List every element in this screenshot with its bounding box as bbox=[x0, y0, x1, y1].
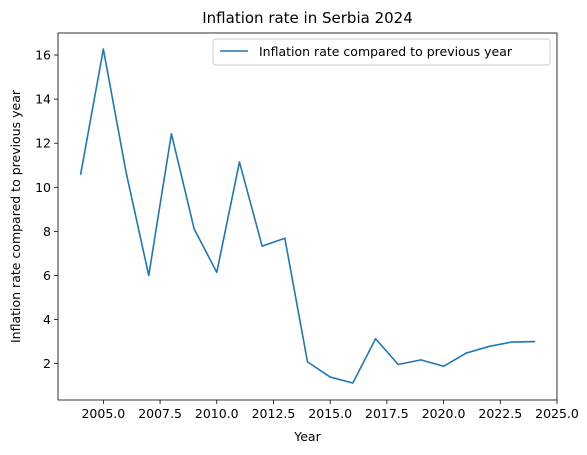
y-tick-label: 2 bbox=[43, 356, 51, 371]
y-tick-label: 12 bbox=[35, 136, 51, 151]
legend-label: Inflation rate compared to previous year bbox=[259, 44, 513, 59]
plot-area bbox=[57, 32, 558, 401]
legend: Inflation rate compared to previous year bbox=[212, 38, 551, 66]
y-tick-label: 4 bbox=[43, 312, 51, 327]
x-tick-label: 2007.5 bbox=[138, 406, 182, 421]
x-tick-label: 2015.0 bbox=[308, 406, 352, 421]
x-tick-label: 2012.5 bbox=[252, 406, 296, 421]
x-tick-label: 2022.5 bbox=[478, 406, 522, 421]
y-tick-label: 8 bbox=[43, 224, 51, 239]
x-tick-label: 2017.5 bbox=[365, 406, 409, 421]
y-tick-label: 14 bbox=[35, 92, 51, 107]
series-layer bbox=[79, 48, 536, 384]
y-axis-label: Inflation rate compared to previous year bbox=[8, 89, 23, 343]
y-tick-label: 10 bbox=[35, 180, 51, 195]
x-tick-label: 2025.0 bbox=[535, 406, 579, 421]
series-line bbox=[79, 48, 536, 384]
y-tick-label: 16 bbox=[35, 48, 51, 63]
y-tick-label: 6 bbox=[43, 268, 51, 283]
legend-box bbox=[212, 38, 551, 66]
y-axis: 2 4 6 8 10 12 14 16 bbox=[35, 48, 58, 371]
chart-title: Inflation rate in Serbia 2024 bbox=[202, 9, 413, 27]
x-axis: 2005.0 2007.5 2010.0 2012.5 2015.0 2017.5 2020… bbox=[81, 400, 579, 421]
x-tick-label: 2010.0 bbox=[195, 406, 239, 421]
x-tick-label: 2020.0 bbox=[422, 406, 466, 421]
x-axis-label: Year bbox=[293, 429, 321, 444]
x-tick-label: 2005.0 bbox=[81, 406, 125, 421]
